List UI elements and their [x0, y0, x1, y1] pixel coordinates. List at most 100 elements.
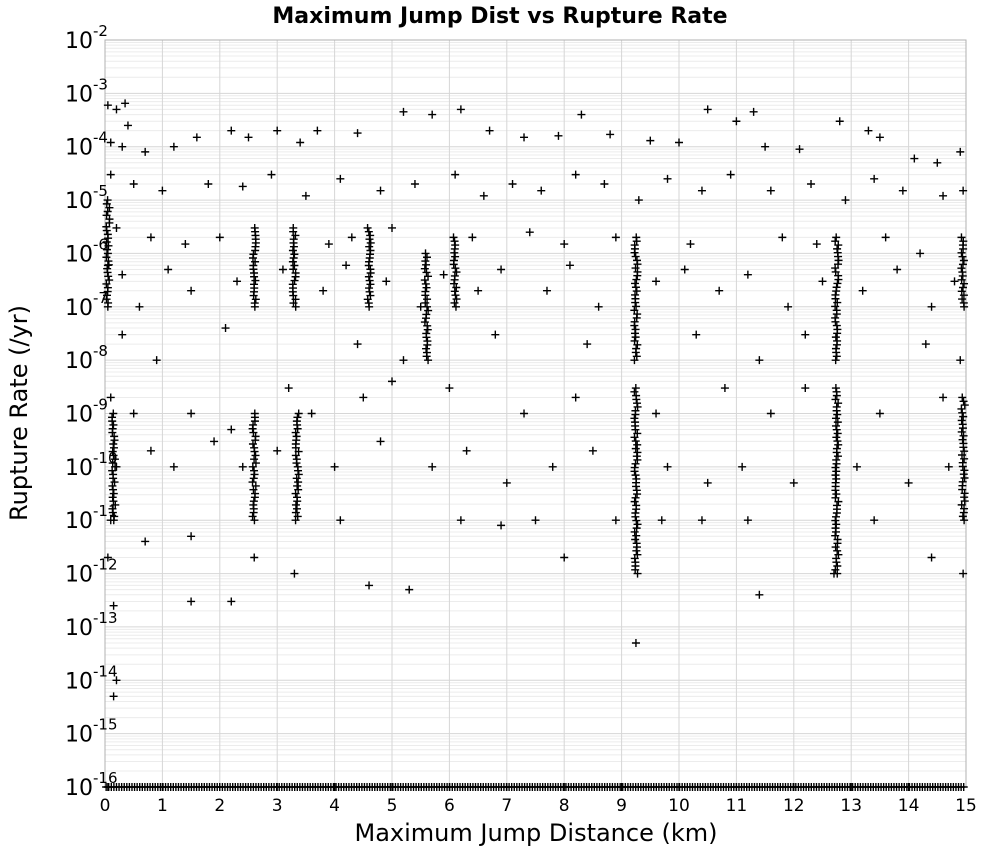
data-point — [631, 384, 640, 393]
data-point — [421, 298, 430, 307]
data-point — [761, 142, 770, 151]
data-point — [960, 401, 969, 410]
data-point — [703, 478, 712, 487]
data-points — [102, 99, 969, 791]
data-point — [633, 448, 642, 457]
data-point — [110, 455, 119, 464]
data-point — [109, 489, 118, 498]
data-point — [109, 692, 118, 701]
data-point — [422, 329, 431, 338]
data-point — [565, 261, 574, 270]
data-point — [749, 107, 758, 116]
data-point — [449, 256, 458, 265]
data-point — [296, 138, 305, 147]
data-point — [958, 260, 967, 269]
data-point — [958, 458, 967, 467]
data-point — [250, 280, 259, 289]
data-point — [233, 277, 242, 286]
data-point — [807, 180, 816, 189]
data-point — [146, 446, 155, 455]
data-point — [290, 261, 299, 270]
data-point — [755, 590, 764, 599]
data-point — [292, 504, 301, 513]
data-point — [959, 569, 968, 578]
data-point — [221, 324, 230, 333]
data-point — [632, 486, 641, 495]
x-tick-label: 1 — [157, 796, 168, 816]
data-point — [423, 337, 432, 346]
data-point — [251, 276, 260, 285]
data-point — [424, 356, 433, 365]
data-point — [251, 459, 260, 468]
data-point — [104, 298, 113, 307]
data-point — [833, 561, 842, 570]
data-point — [399, 107, 408, 116]
data-point — [249, 428, 258, 437]
data-point — [789, 478, 798, 487]
data-point — [875, 133, 884, 142]
x-tick-label: 15 — [955, 796, 977, 816]
data-point — [164, 265, 173, 274]
y-axis-ticks: 10-16 10-15 10-14 10-13 10-12 10-11 10-10 10-9 1… — [65, 22, 118, 801]
data-point — [250, 455, 259, 464]
data-point — [141, 147, 150, 156]
data-point — [293, 413, 302, 422]
data-point — [766, 409, 775, 418]
x-tick-label: 5 — [387, 796, 398, 816]
data-point — [497, 521, 506, 530]
y-tick-label: 10-15 — [65, 716, 118, 748]
data-point — [630, 527, 639, 536]
data-point — [421, 257, 430, 266]
data-point — [365, 276, 374, 285]
data-point — [577, 110, 586, 119]
data-point — [832, 444, 841, 453]
data-point — [594, 302, 603, 311]
data-point — [812, 240, 821, 249]
data-point — [958, 512, 967, 521]
data-point — [103, 230, 112, 239]
x-tick-label: 9 — [616, 796, 627, 816]
data-point — [135, 302, 144, 311]
y-tick-label: 10-14 — [65, 662, 118, 694]
data-point — [784, 302, 793, 311]
data-point — [631, 638, 640, 647]
data-point — [875, 409, 884, 418]
data-point — [109, 497, 118, 506]
data-point — [583, 340, 592, 349]
data-point — [548, 462, 557, 471]
data-point — [267, 170, 276, 179]
data-point — [957, 248, 966, 257]
data-point — [958, 283, 967, 292]
data-point — [832, 306, 841, 315]
data-point — [363, 223, 372, 232]
data-point — [204, 180, 213, 189]
data-point — [921, 340, 930, 349]
x-tick-label: 2 — [214, 796, 225, 816]
data-point — [958, 295, 967, 304]
data-point — [479, 191, 488, 200]
data-point — [502, 478, 511, 487]
data-point — [129, 180, 138, 189]
data-point — [106, 138, 115, 147]
data-point — [630, 497, 639, 506]
data-point — [832, 321, 841, 330]
data-point — [227, 597, 236, 606]
data-point — [958, 408, 967, 417]
x-tick-label: 12 — [783, 796, 805, 816]
data-point — [293, 512, 302, 521]
data-point — [632, 287, 641, 296]
data-point — [833, 336, 842, 345]
y-tick-label: 10-13 — [65, 609, 118, 641]
data-point — [525, 228, 534, 237]
data-point — [366, 246, 375, 255]
data-point — [249, 420, 258, 429]
data-point — [910, 154, 919, 163]
data-point — [959, 412, 968, 421]
data-point — [301, 191, 310, 200]
data-point — [632, 275, 641, 284]
data-point — [109, 420, 118, 429]
data-point — [103, 283, 112, 292]
data-point — [631, 535, 640, 544]
data-point — [353, 129, 362, 138]
